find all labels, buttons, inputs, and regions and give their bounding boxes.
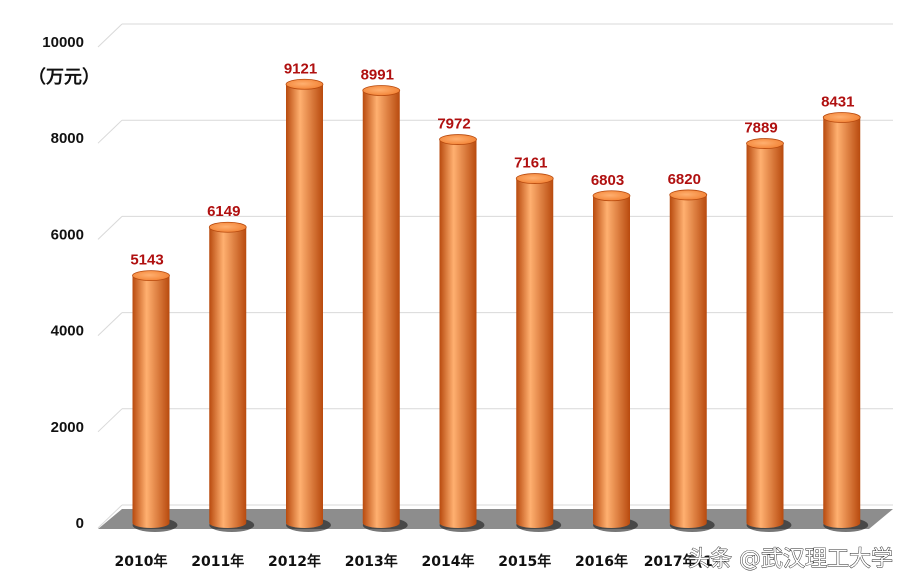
y-tick-label: 10000	[42, 34, 84, 51]
y-axis: 0 2000 4000 6000 8000 10000	[42, 34, 84, 532]
y-tick-label: 6000	[51, 226, 84, 243]
bar	[132, 270, 178, 532]
data-label: 6149	[207, 203, 240, 220]
x-tick-label: 2017年(1	[644, 553, 713, 570]
data-label: 7161	[514, 155, 547, 172]
gridline-slant	[97, 216, 123, 240]
x-tick-label: 2015年	[498, 553, 551, 570]
y-tick-label: 0	[76, 515, 84, 532]
gridline-slant	[97, 312, 123, 336]
data-label: 7889	[744, 120, 777, 137]
bar-top	[746, 138, 784, 149]
gridline-slant	[97, 504, 123, 529]
gridline-slant	[97, 119, 123, 144]
x-tick-label: 2012年	[268, 553, 321, 570]
bars	[132, 78, 869, 532]
data-label: 7972	[437, 116, 470, 133]
data-label: 8431	[821, 93, 854, 110]
bar	[746, 138, 792, 532]
bar-body	[439, 139, 477, 528]
y-axis-label: （万元）	[28, 67, 100, 88]
bar-body	[132, 275, 170, 528]
gridline-slant	[97, 23, 123, 48]
bar-body	[823, 117, 861, 528]
bar-top	[132, 270, 170, 282]
x-tick-label: 2010年	[115, 553, 168, 570]
x-tick-label: 2016年	[575, 553, 628, 570]
bar	[822, 112, 869, 532]
data-label: 6820	[668, 171, 701, 188]
bar	[208, 221, 255, 532]
bar-top	[669, 189, 708, 201]
watermark: 头条 @武汉理工大学	[688, 547, 893, 572]
x-tick-label: 2011年	[191, 553, 244, 570]
bar-body	[286, 84, 323, 528]
bar-body	[209, 227, 247, 528]
data-labels: 5143 6149 9121 8991 7972 7161 6803 6820 7889 8431	[130, 60, 854, 268]
data-label: 8991	[361, 67, 394, 84]
bar	[362, 85, 408, 532]
bar-top	[592, 190, 631, 202]
bar	[285, 78, 331, 532]
y-tick-label: 2000	[51, 419, 84, 436]
bar-top	[515, 173, 554, 184]
bar	[592, 190, 638, 532]
x-axis: 2010年 2011年 2012年 2013年 2014年 2015年 2016年 2017年…	[115, 553, 713, 570]
bar-top	[208, 221, 247, 233]
bar-top	[822, 112, 861, 123]
gridline-slant	[97, 408, 123, 433]
x-tick-label: 2014年	[422, 553, 475, 570]
bar-top	[439, 134, 477, 145]
bar	[515, 173, 562, 532]
bar-body	[593, 195, 630, 528]
bar-body	[516, 178, 554, 528]
bar	[439, 134, 485, 532]
data-label: 6803	[591, 172, 624, 189]
x-tick-label: 2013年	[345, 553, 398, 570]
y-tick-label: 4000	[51, 323, 84, 340]
bar-body	[362, 90, 400, 528]
bar-top	[285, 78, 324, 90]
bar-body	[669, 194, 707, 528]
y-tick-label: 8000	[51, 130, 84, 147]
bar	[669, 189, 715, 532]
bar-body	[746, 143, 784, 528]
bar-top	[362, 85, 401, 96]
data-label: 9121	[284, 60, 317, 77]
data-label: 5143	[130, 252, 163, 269]
